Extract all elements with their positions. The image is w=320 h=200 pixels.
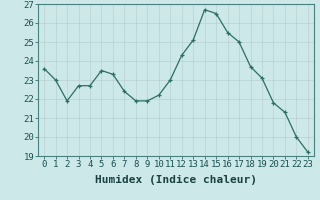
X-axis label: Humidex (Indice chaleur): Humidex (Indice chaleur) — [95, 175, 257, 185]
